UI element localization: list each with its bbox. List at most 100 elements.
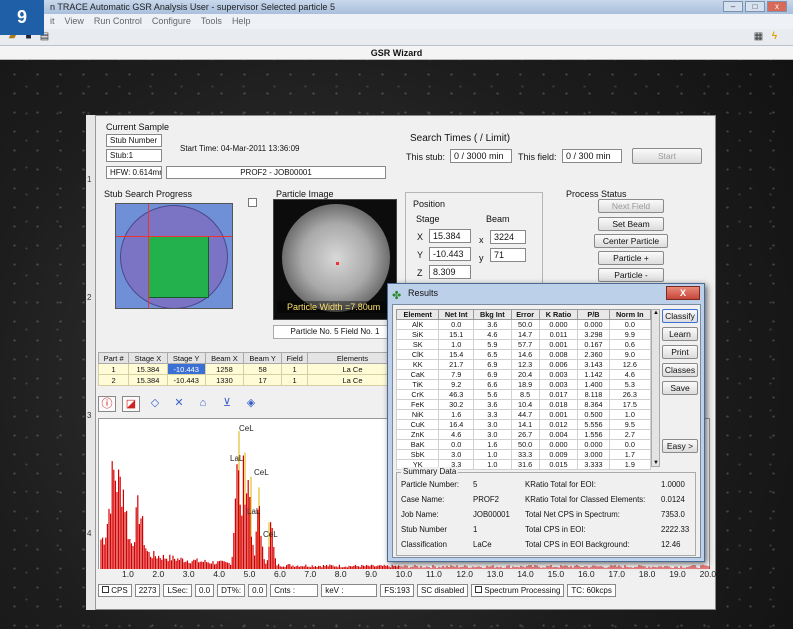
column-header[interactable]: Bkg Int <box>473 309 512 320</box>
column-header[interactable]: Part # <box>97 352 130 364</box>
stub-number-summary-value: 1 <box>473 525 478 534</box>
table-row[interactable]: 2 15.384 -10.443 1330 17 1 La Ce <box>97 374 398 386</box>
column-header[interactable]: P/B <box>577 309 610 320</box>
column-header[interactable]: Net Int <box>438 309 475 320</box>
beam-y-label: y <box>479 253 484 263</box>
beam-x-value[interactable]: 3224 <box>490 230 526 244</box>
close-button[interactable]: x <box>767 1 787 12</box>
peak-label: CeL <box>239 424 254 433</box>
table-row[interactable]: ClK 15.4 6.5 14.6 0.008 2.360 9.0 <box>395 349 652 360</box>
table-row[interactable]: 1 15.384 -10.443 1258 58 1 La Ce <box>97 363 398 375</box>
classify-button[interactable]: Classify <box>662 309 698 323</box>
column-header[interactable]: Beam X <box>204 352 245 364</box>
position-heading: Position <box>413 199 446 209</box>
column-header[interactable]: Elements <box>307 352 398 364</box>
lsec-value: 0.0 <box>194 584 215 597</box>
table-cell: 1.0 <box>438 339 475 350</box>
table-cell: 10.4 <box>510 399 540 410</box>
stage-z-value[interactable]: 8.309 <box>429 265 471 279</box>
save-spectrum-icon[interactable]: ◈ <box>246 397 256 409</box>
table-row[interactable]: KK 21.7 6.9 12.3 0.006 3.143 12.6 <box>395 359 652 370</box>
results-close-button[interactable]: X <box>666 286 700 300</box>
table-row[interactable]: TiK 9.2 6.6 18.9 0.003 1.400 5.3 <box>395 379 652 390</box>
triangle-down-icon[interactable]: ⊻ <box>222 397 232 409</box>
table-cell: AlK <box>395 319 440 330</box>
info-icon[interactable]: ⓘ <box>98 396 116 412</box>
minimize-button[interactable]: – <box>723 1 743 12</box>
table-row[interactable]: FeK 30.2 3.6 10.4 0.018 8.364 17.5 <box>395 399 652 410</box>
start-button[interactable]: Start <box>632 148 702 164</box>
print-button[interactable]: Print <box>662 345 698 359</box>
kratio-eoi-label: KRatio Total for EOI: <box>525 480 596 489</box>
spectrum-processing-checkbox[interactable] <box>475 586 483 593</box>
particle-blob <box>282 204 390 312</box>
summary-group: Summary Data Particle Number: 5 Case Nam… <box>396 467 696 556</box>
x-tick-label: 3.0 <box>182 569 195 579</box>
scroll-down-icon[interactable]: ▼ <box>653 460 659 466</box>
column-header[interactable]: Error <box>510 309 540 320</box>
stage-y-value[interactable]: -10.443 <box>429 247 471 261</box>
table-row[interactable]: CaK 7.9 6.9 20.4 0.003 1.142 4.6 <box>395 369 652 380</box>
table-cell: 9.5 <box>608 419 652 430</box>
table-row[interactable]: NiK 1.6 3.3 44.7 0.001 0.500 1.0 <box>395 409 652 420</box>
column-header[interactable]: Stage Y <box>166 352 206 364</box>
save-button[interactable]: Save <box>662 381 698 395</box>
column-header[interactable]: K Ratio <box>538 309 579 320</box>
table-row[interactable]: SK 1.0 5.9 57.7 0.001 0.167 0.6 <box>395 339 652 350</box>
menu-view[interactable]: View <box>64 16 84 26</box>
classes-button[interactable]: Classes <box>662 363 698 377</box>
beam-y-value[interactable]: 71 <box>490 248 526 262</box>
table-row[interactable]: YK 3.3 1.0 31.6 0.015 3.333 1.9 <box>395 459 652 470</box>
center-particle-button[interactable]: Center Particle <box>594 234 668 248</box>
triangle-up-icon[interactable]: ⌂ <box>199 397 207 409</box>
menu-configure[interactable]: Configure <box>151 16 191 26</box>
print-icon[interactable]: ▤ <box>39 31 50 42</box>
results-scrollbar[interactable]: ▲ ▼ <box>651 309 660 467</box>
collapse-icon[interactable]: ✕ <box>174 397 184 409</box>
column-header[interactable]: Field <box>281 352 308 364</box>
table-cell: 6.9 <box>473 369 512 380</box>
table-row[interactable]: CrK 46.3 5.6 8.5 0.017 8.118 26.3 <box>395 389 652 400</box>
table-cell: 50.0 <box>510 439 540 450</box>
column-header[interactable]: Beam Y <box>243 352 283 364</box>
stub-search-map[interactable] <box>115 203 233 309</box>
table-row[interactable]: SbK 3.0 1.0 33.3 0.009 3.000 1.7 <box>395 449 652 460</box>
table-row[interactable]: AlK 0.0 3.6 50.0 0.000 0.000 0.0 <box>395 319 652 330</box>
easy-button[interactable]: Easy > <box>662 439 698 453</box>
menu-edit[interactable]: it <box>50 16 55 26</box>
x-tick-label: 5.0 <box>243 569 256 579</box>
menu-help[interactable]: Help <box>231 16 251 26</box>
next-field-button[interactable]: Next Field <box>598 199 664 213</box>
menu-tools[interactable]: Tools <box>200 16 222 26</box>
hfw-value: HFW: 0.614mm <box>106 166 162 179</box>
open-folder-icon[interactable]: ▰ <box>8 31 17 42</box>
particle-prev-button[interactable]: Particle - <box>598 268 664 282</box>
set-beam-button[interactable]: Set Beam <box>598 217 664 231</box>
stage-x-value[interactable]: 15.384 <box>429 229 471 243</box>
table-row[interactable]: SiK 15.1 4.6 14.7 0.011 3.298 9.9 <box>395 329 652 340</box>
cps-bkg-value: 12.46 <box>661 540 681 549</box>
expand-icon[interactable]: ◇ <box>150 397 160 409</box>
chart-icon[interactable]: ◪ <box>122 396 140 412</box>
lightning-icon[interactable]: ϟ <box>771 31 778 42</box>
column-header[interactable]: Norm In <box>608 309 652 320</box>
table-cell: ZnK <box>395 429 440 440</box>
stub-map-checkbox[interactable] <box>248 198 257 207</box>
cps-checkbox[interactable] <box>102 586 109 593</box>
column-header[interactable]: Stage X <box>128 352 168 364</box>
particle-next-button[interactable]: Particle + <box>598 251 664 265</box>
particle-image: Particle Width =7.80um <box>273 199 397 320</box>
process-status-heading: Process Status <box>566 189 627 199</box>
scroll-up-icon[interactable]: ▲ <box>653 310 659 316</box>
particle-caption: Particle No. 5 Field No. 1 <box>273 325 397 339</box>
table-row[interactable]: CuK 16.4 3.0 14.1 0.012 5.556 9.5 <box>395 419 652 430</box>
save-icon[interactable]: ■ <box>25 31 32 42</box>
column-header[interactable]: Element <box>395 309 440 320</box>
maximize-button[interactable]: □ <box>745 1 765 12</box>
table-row[interactable]: ZnK 4.6 3.0 26.7 0.004 1.556 2.7 <box>395 429 652 440</box>
table-row[interactable]: BaK 0.0 1.6 50.0 0.000 0.000 0.0 <box>395 439 652 450</box>
table-cell: 57.7 <box>510 339 540 350</box>
menu-run-control[interactable]: Run Control <box>93 16 142 26</box>
learn-button[interactable]: Learn <box>662 327 698 341</box>
grid-tool-icon[interactable]: ▦ <box>753 31 764 42</box>
